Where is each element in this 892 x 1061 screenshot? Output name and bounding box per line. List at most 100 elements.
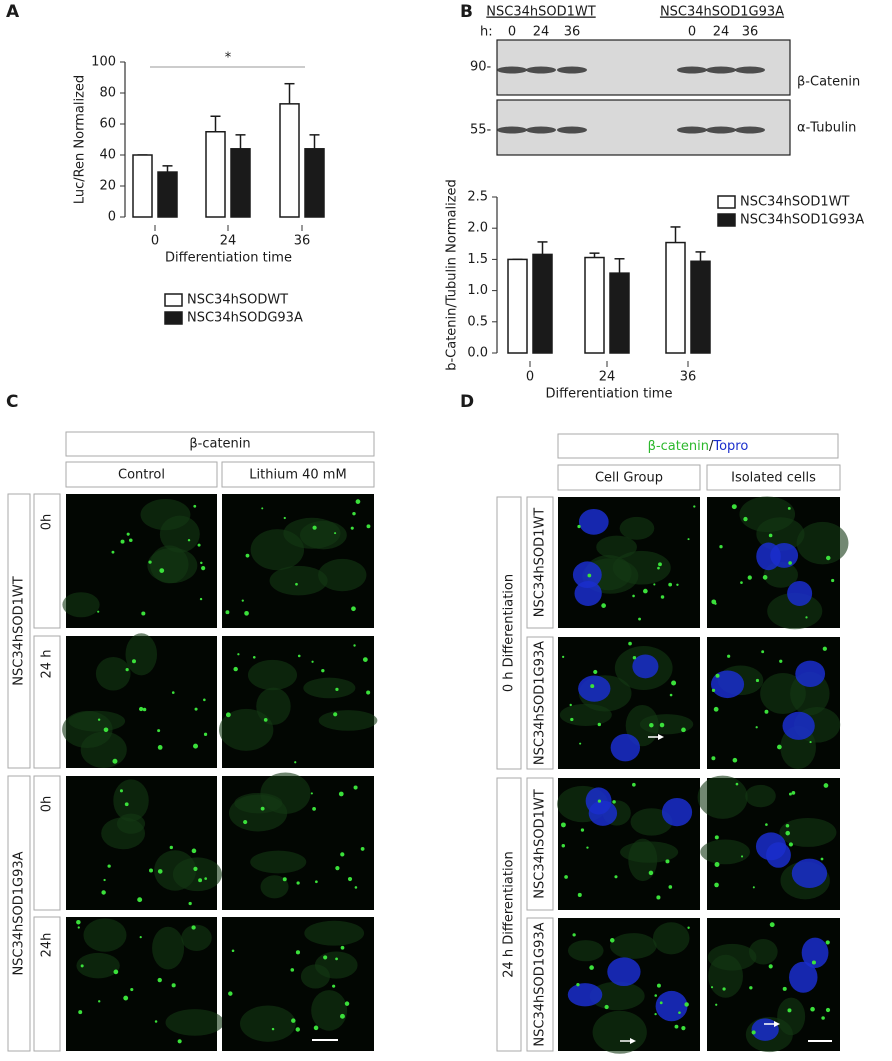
signal-dot xyxy=(643,588,648,594)
signal-dot xyxy=(612,800,616,804)
panel-letter: C xyxy=(6,392,18,412)
label-box xyxy=(33,916,61,1052)
signal-dot xyxy=(171,691,175,694)
signal-dot xyxy=(593,669,598,675)
signal-dot xyxy=(751,1030,756,1035)
signal-dot xyxy=(311,660,314,663)
signal-dot xyxy=(715,1003,718,1006)
panel-header: β-catenin xyxy=(189,437,250,452)
signal-dot xyxy=(665,859,670,864)
cell-body xyxy=(318,710,378,731)
signal-dot xyxy=(199,597,203,601)
blot-protein: α-Tubulin xyxy=(797,121,856,136)
signal-dot xyxy=(831,578,835,583)
row-label: NSC34hSOD1WT xyxy=(533,508,548,617)
signal-dot xyxy=(203,698,206,702)
y-tick-label: 2.0 xyxy=(467,221,488,236)
signal-dot xyxy=(194,707,198,711)
signal-dot xyxy=(323,955,328,960)
row-label: 24 h xyxy=(40,650,55,679)
signal-dot xyxy=(191,848,197,854)
blot-time: 0 xyxy=(508,25,516,40)
label-box xyxy=(65,461,218,488)
signal-dot xyxy=(586,846,589,849)
signal-dot xyxy=(743,516,748,522)
label-box xyxy=(526,777,554,911)
signal-dot xyxy=(776,744,782,750)
signal-dot xyxy=(260,806,265,811)
nucleus xyxy=(661,797,693,827)
signal-dot xyxy=(352,511,356,516)
bar xyxy=(279,103,300,218)
signal-dot xyxy=(362,657,368,662)
x-axis-label: Differentiation time xyxy=(546,387,673,402)
signal-dot xyxy=(157,869,163,874)
signal-dot xyxy=(821,1016,825,1020)
panel-header: β-catenin/Topro xyxy=(648,439,749,454)
arrow-head xyxy=(810,770,816,776)
signal-dot xyxy=(649,722,654,728)
panel-letter: D xyxy=(460,392,474,412)
panel-header-part: / xyxy=(709,439,714,454)
signal-dot xyxy=(727,654,731,658)
signal-dot xyxy=(653,583,656,586)
y-tick-label: 40 xyxy=(99,148,116,163)
cell-body xyxy=(652,922,690,955)
signal-dot xyxy=(820,857,824,861)
label-box xyxy=(557,464,701,491)
nucleus xyxy=(607,957,641,987)
signal-dot xyxy=(125,668,129,672)
y-tick-label: 1.0 xyxy=(467,283,488,298)
signal-dot xyxy=(654,994,658,997)
signal-dot xyxy=(710,986,714,989)
nucleus xyxy=(574,580,602,606)
signal-dot xyxy=(769,922,775,928)
signal-dot xyxy=(676,583,679,586)
signal-dot xyxy=(752,886,755,889)
signal-dot xyxy=(782,986,787,991)
blot-marker: 90- xyxy=(470,60,492,75)
signal-dot xyxy=(779,659,783,663)
blot-group: NSC34hSOD1G93A xyxy=(660,5,784,20)
signal-dot xyxy=(755,678,760,683)
y-tick-label: 0 xyxy=(108,210,116,225)
cell-body xyxy=(83,918,127,952)
signal-dot xyxy=(335,687,339,692)
signal-dot xyxy=(294,761,297,764)
row-label: 24 h Differentiation xyxy=(502,851,517,978)
signal-dot xyxy=(98,1000,101,1003)
y-tick-label: 80 xyxy=(99,86,116,101)
signal-dot xyxy=(148,560,152,564)
signal-dot xyxy=(290,968,295,972)
signal-dot xyxy=(589,965,594,970)
signal-dot xyxy=(103,727,109,733)
signal-dot xyxy=(200,561,203,565)
signal-dot xyxy=(669,693,673,697)
signal-dot xyxy=(761,650,765,654)
cell-body xyxy=(619,516,655,540)
signal-dot xyxy=(80,964,84,968)
nucleus xyxy=(801,937,829,968)
signal-dot xyxy=(719,545,723,549)
nucleus xyxy=(787,580,813,607)
y-tick-label: 100 xyxy=(91,55,116,70)
signal-dot xyxy=(139,936,142,939)
legend-swatch xyxy=(164,311,183,325)
nucleus xyxy=(655,990,688,1022)
signal-dot xyxy=(601,603,606,608)
cell-body xyxy=(76,952,120,979)
signal-dot xyxy=(201,566,206,571)
row-label: NSC34hSOD1WT xyxy=(533,789,548,898)
signal-dot xyxy=(261,507,264,510)
signal-dot xyxy=(693,505,696,508)
legend-swatch xyxy=(164,293,183,307)
legend-label: NSC34hSOD1WT xyxy=(740,195,849,210)
signal-dot xyxy=(333,712,338,717)
label-box xyxy=(496,777,522,1052)
label-box xyxy=(221,461,375,488)
signal-dot xyxy=(632,594,635,598)
cell-body xyxy=(630,808,673,836)
signal-dot xyxy=(681,727,686,733)
signal-dot xyxy=(197,543,201,547)
cell-body xyxy=(592,1010,647,1054)
